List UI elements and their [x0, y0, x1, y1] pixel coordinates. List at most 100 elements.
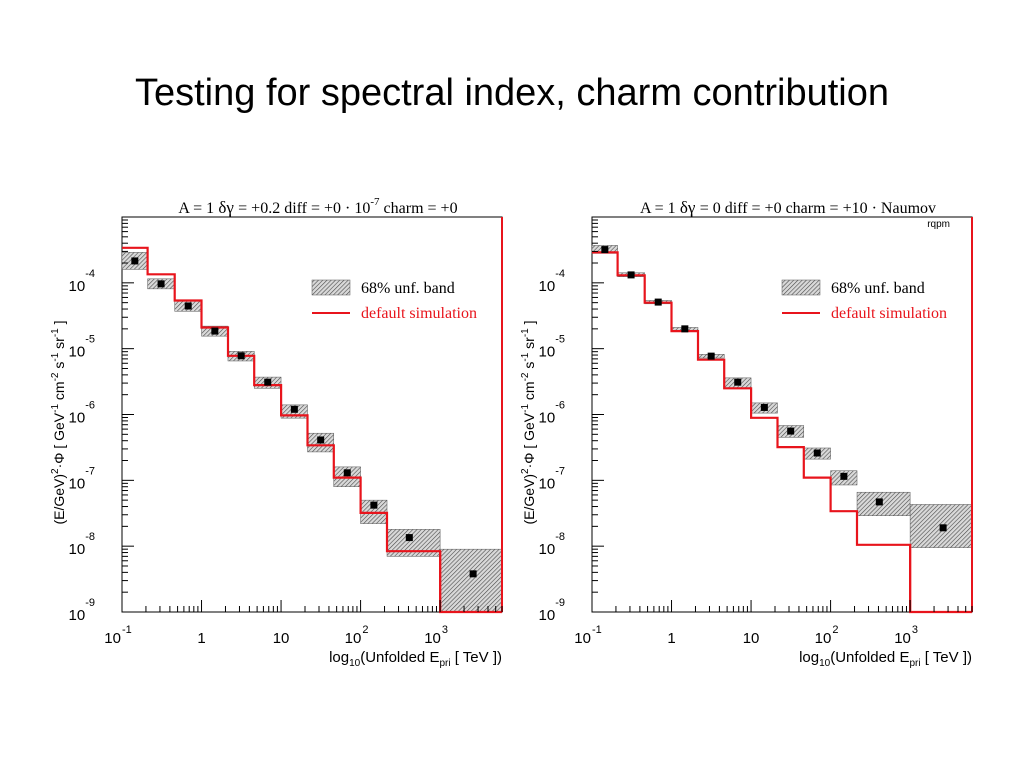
data-point-5 — [264, 378, 272, 386]
y-tick-base: 10 — [69, 344, 86, 361]
y-tick-base: 10 — [69, 410, 86, 427]
x-tick-label: 10 — [743, 630, 760, 647]
chart-panel-left: 10-410-510-610-710-810-910-1 1 10 102 103log… — [50, 196, 503, 669]
x-tick-base: 10 — [104, 630, 121, 647]
x-tick-label: 102 — [815, 624, 839, 647]
data-point-6 — [290, 405, 298, 413]
y-tick-base: 10 — [539, 607, 556, 624]
x-tick-base: 10 — [743, 630, 760, 647]
y-axis-title-part: cm — [521, 381, 537, 404]
y-tick-exponent: -4 — [85, 268, 95, 280]
x-tick-label: 1 — [667, 630, 675, 647]
y-axis-title-sup: 2 — [50, 468, 61, 474]
plot-frame — [591, 216, 973, 613]
x-axis-title-part: log — [799, 649, 819, 666]
x-tick-base: 10 — [574, 630, 591, 647]
y-tick-label: 10-9 — [69, 597, 95, 624]
y-tick-base: 10 — [539, 410, 556, 427]
y-tick-label: 10-8 — [539, 531, 565, 558]
y-tick-label: 10-5 — [69, 334, 95, 361]
y-tick-base: 10 — [539, 344, 556, 361]
y-tick-exponent: -6 — [555, 400, 565, 412]
x-tick-base: 10 — [815, 630, 832, 647]
x-axis-title-sub: pri — [909, 658, 920, 669]
x-axis-title: log10(Unfolded Epri [ TeV ]) — [799, 649, 972, 669]
y-tick-label: 10-5 — [539, 334, 565, 361]
y-tick-base: 10 — [539, 475, 556, 492]
y-axis-title-part: ·Φ [ GeV — [521, 412, 537, 468]
data-point-7 — [317, 436, 325, 444]
param-diff: diff = +0 — [725, 200, 782, 217]
x-axis-title-part: [ TeV ]) — [451, 649, 502, 666]
data-point-4 — [237, 352, 245, 360]
y-axis-title-sup: -1 — [50, 328, 61, 337]
slide-title: Testing for spectral index, charm contri… — [134, 72, 890, 114]
y-axis-title-sup: -1 — [520, 352, 531, 361]
y-axis-title-sup: -1 — [520, 404, 531, 413]
param-a: A = 1 — [640, 200, 676, 217]
param-charm: charm = +10 · Naumov — [786, 200, 936, 217]
legend-line-label: default simulation — [361, 305, 477, 322]
x-tick-exponent: 2 — [832, 624, 838, 636]
y-tick-base: 10 — [69, 475, 86, 492]
y-axis-title: (E/GeV)2·Φ [ GeV-1 cm-2 s-1 sr-1 ] — [520, 320, 537, 524]
x-tick-exponent: -1 — [122, 624, 132, 636]
param-charm: charm = +0 — [384, 200, 458, 217]
x-axis-title-sub: 10 — [819, 658, 831, 669]
param-diff: diff = +0 · 10 — [284, 200, 370, 217]
delta-gamma-symbol: δγ — [676, 198, 700, 217]
y-tick-label: 10-6 — [69, 400, 95, 427]
y-tick-exponent: -5 — [85, 334, 95, 346]
y-tick-label: 10-4 — [69, 268, 95, 295]
y-tick-base: 10 — [69, 278, 86, 295]
data-point-2 — [184, 302, 192, 310]
x-tick-label: 103 — [424, 624, 448, 647]
data-point-5 — [734, 378, 742, 386]
data-point-4 — [707, 352, 715, 360]
y-axis-title-sup: -1 — [520, 328, 531, 337]
simulation-step-line — [122, 246, 502, 614]
band-bin-10 — [386, 529, 441, 557]
data-point-0 — [601, 246, 609, 254]
y-tick-base: 10 — [539, 278, 556, 295]
data-point-11 — [469, 570, 477, 578]
y-axis-title-sup: -1 — [50, 404, 61, 413]
data-point-2 — [654, 298, 662, 306]
data-point-1 — [157, 280, 165, 288]
y-tick-base: 10 — [69, 607, 86, 624]
data-point-8 — [343, 469, 351, 477]
y-axis-title-part: s — [521, 362, 537, 373]
x-axis-title-part: (Unfolded E — [830, 649, 909, 666]
data-point-9 — [370, 501, 378, 509]
param-a: A = 1 — [178, 200, 214, 217]
data-point-8 — [813, 449, 821, 457]
y-tick-label: 10-7 — [69, 465, 95, 492]
x-tick-base: 10 — [345, 630, 362, 647]
x-tick-exponent: 3 — [912, 624, 918, 636]
panel-parameter-title: A = 1 δγ = +0.2 diff = +0 · 10-7 charm =… — [178, 196, 457, 217]
y-tick-label: 10-7 — [539, 465, 565, 492]
data-point-0 — [131, 257, 139, 265]
y-axis-title-part: s — [51, 362, 67, 373]
y-axis-title-part: sr — [51, 337, 67, 353]
x-tick-label: 1 — [197, 630, 205, 647]
y-tick-exponent: -5 — [555, 334, 565, 346]
x-tick-base: 10 — [894, 630, 911, 647]
y-axis-title-sup: -2 — [520, 372, 531, 381]
x-axis-title-part: log — [329, 649, 349, 666]
y-axis-title-sup: -2 — [50, 372, 61, 381]
x-axis-title-part: [ TeV ]) — [921, 649, 972, 666]
y-tick-exponent: -8 — [555, 531, 565, 543]
y-tick-base: 10 — [539, 541, 556, 558]
y-axis-title-part: ·Φ [ GeV — [51, 412, 67, 468]
y-tick-exponent: -6 — [85, 400, 95, 412]
legend-band-label: 68% unf. band — [361, 280, 455, 297]
y-tick-label: 10-6 — [539, 400, 565, 427]
x-tick-label: 102 — [345, 624, 369, 647]
data-point-10 — [405, 534, 413, 542]
data-point-7 — [787, 427, 795, 435]
x-axis-title-part: (Unfolded E — [360, 649, 439, 666]
data-point-1 — [627, 271, 635, 279]
x-tick-exponent: 2 — [362, 624, 368, 636]
